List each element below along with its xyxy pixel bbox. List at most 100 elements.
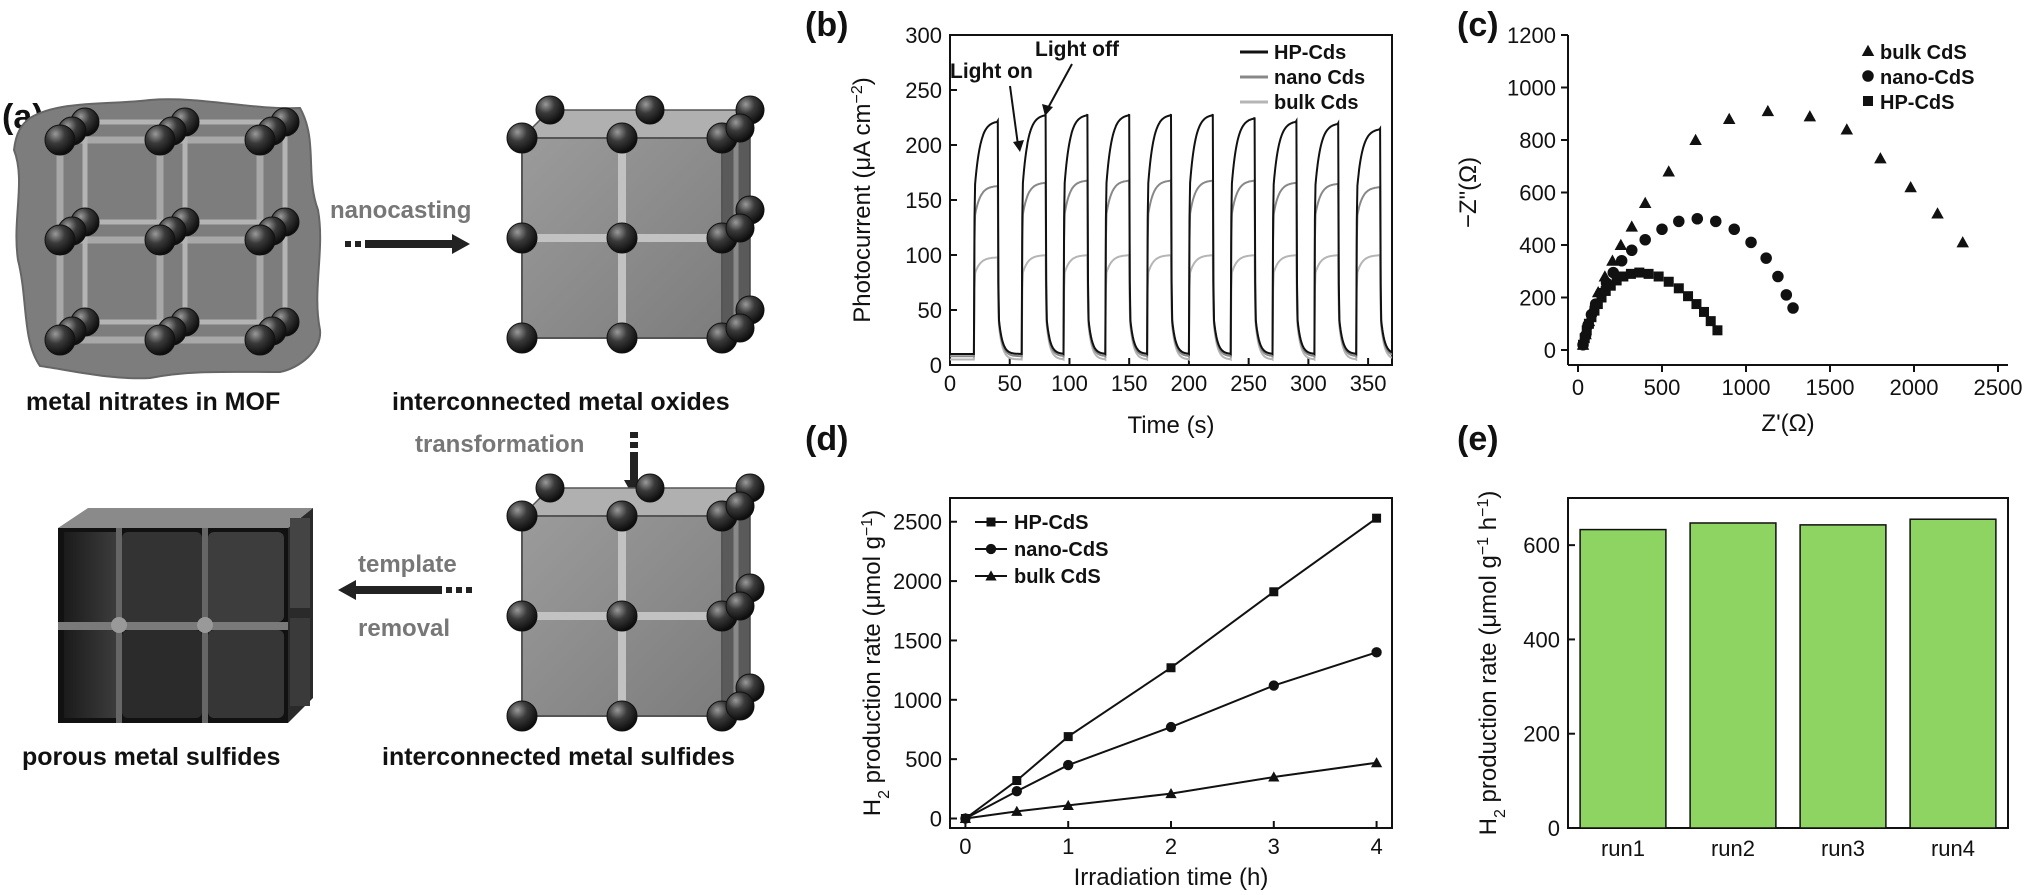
y-tick-label: 400 <box>1523 627 1560 652</box>
y-tick-label: 2000 <box>893 569 942 594</box>
porous-sulfide-illustration <box>58 508 313 723</box>
bar-run1 <box>1579 528 1667 829</box>
lattice-ball <box>606 500 638 532</box>
lattice-ball <box>506 122 538 154</box>
data-point <box>1639 234 1651 246</box>
data-point <box>1787 302 1799 314</box>
template-removal-arrow: template removal <box>338 551 472 642</box>
data-point <box>1691 299 1702 310</box>
data-point <box>1722 112 1736 124</box>
y-tick-label: 1200 <box>1507 23 1556 48</box>
legend-entry: bulk Cds <box>1274 92 1358 114</box>
x-tick-label: 150 <box>1111 371 1148 396</box>
x-tick-label: 1500 <box>1806 375 1855 400</box>
x-tick-label: 2500 <box>1974 375 2023 400</box>
schematic-panel: (a) nanocasting transfor <box>2 95 765 771</box>
y-tick-label: 1000 <box>893 688 942 713</box>
data-point <box>1165 721 1177 733</box>
category-label: run4 <box>1931 836 1975 861</box>
y-tick-label: 0 <box>930 353 942 378</box>
data-point <box>1904 181 1917 193</box>
data-point <box>1614 238 1628 250</box>
y-axis-label: −Z"(Ω) <box>1455 157 1482 228</box>
y-tick-label: 150 <box>905 188 942 213</box>
lattice-ball <box>244 124 276 156</box>
y-tick-label: 300 <box>905 23 942 48</box>
data-point <box>1956 236 1969 248</box>
y-tick-label: 500 <box>905 747 942 772</box>
data-point <box>1578 339 1589 350</box>
data-point <box>1780 289 1793 301</box>
photocurrent-chart: 0 50 100 150 200 250 300 350 0 50 100 150 200 250 300 T… <box>849 23 1393 439</box>
data-point <box>1705 316 1716 327</box>
y-tick-label: 0 <box>930 807 942 832</box>
data-point <box>1656 223 1668 235</box>
data-point <box>1638 196 1652 208</box>
data-point <box>1699 306 1709 317</box>
category-label: run3 <box>1821 836 1865 861</box>
x-tick-label: 300 <box>1290 371 1327 396</box>
y-tick-label: 100 <box>905 243 942 268</box>
data-point <box>1268 771 1280 782</box>
legend-entry: nano-CdS <box>1014 539 1108 561</box>
lattice-ball <box>44 324 76 356</box>
lattice-ball <box>44 124 76 156</box>
y-tick-label: 2500 <box>893 510 942 535</box>
mof-lattice-illustration <box>12 98 322 380</box>
x-tick-label: 50 <box>997 371 1021 396</box>
data-point <box>1165 787 1177 799</box>
series-nano-cds <box>960 647 1382 824</box>
series-bulk-cds <box>959 757 1383 824</box>
x-tick-label: 2000 <box>1890 375 1939 400</box>
data-point <box>1606 254 1619 266</box>
x-axis-label: Time (s) <box>1127 412 1214 439</box>
lattice-ball <box>506 222 538 254</box>
bar-run4 <box>1909 518 1997 829</box>
lattice-ball <box>44 224 76 256</box>
data-point <box>1761 104 1775 117</box>
lattice-ball <box>506 500 538 532</box>
legend-marker <box>1863 96 1873 106</box>
metal-oxide-cube-illustration <box>506 95 765 354</box>
plot-frame <box>1567 497 2009 829</box>
data-point <box>1586 312 1597 323</box>
data-point <box>1615 255 1628 267</box>
y-tick-label: 0 <box>1548 816 1560 841</box>
data-point <box>1625 268 1636 279</box>
data-point <box>1063 732 1073 742</box>
removal-label: removal <box>358 615 450 642</box>
lattice-ball <box>725 313 755 343</box>
y-axis-label: H2 production rate (μmol g−1) <box>859 510 893 816</box>
annotation-arrowhead <box>1013 140 1024 152</box>
legend-entry: bulk CdS <box>1014 566 1101 588</box>
nanocasting-arrow: nanocasting <box>330 197 471 254</box>
y-tick-label: 200 <box>1519 286 1556 311</box>
lattice-ball <box>725 491 755 521</box>
data-point <box>1760 252 1772 264</box>
x-tick-label: 3 <box>1268 834 1280 859</box>
legend-entry: HP-CdS <box>1014 512 1088 534</box>
x-axis-label: Z'(Ω) <box>1761 410 1814 437</box>
legend-entry: nano Cds <box>1274 67 1365 89</box>
x-tick-label: 2 <box>1165 834 1177 859</box>
legend-entry: HP-Cds <box>1274 42 1346 64</box>
data-point <box>1643 268 1654 279</box>
x-tick-label: 1 <box>1062 834 1074 859</box>
x-tick-label: 250 <box>1230 371 1267 396</box>
series-lines <box>950 113 1392 362</box>
lattice-ball <box>506 322 538 354</box>
lattice-ball <box>725 213 755 243</box>
legend-entry: nano-CdS <box>1880 67 1974 89</box>
x-tick-label: 500 <box>1644 375 1681 400</box>
x-tick-label: 4 <box>1370 834 1382 859</box>
data-point <box>1579 333 1590 344</box>
lattice-ball <box>606 700 638 732</box>
bar-run2 <box>1689 522 1777 829</box>
data-point <box>1626 244 1638 256</box>
panel-label-e: (e) <box>1457 420 1499 458</box>
lattice-ball <box>506 700 538 732</box>
lattice-ball <box>506 600 538 632</box>
series-line-hp-cds <box>950 113 1392 356</box>
caption-mof: metal nitrates in MOF <box>26 388 280 416</box>
